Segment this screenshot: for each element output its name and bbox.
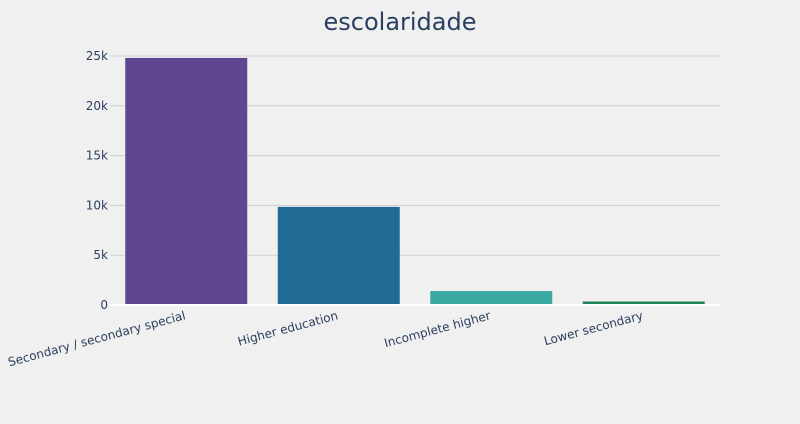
- bar[interactable]: [125, 57, 248, 306]
- y-tick-label: 25k: [86, 49, 108, 63]
- y-tick-label: 20k: [86, 99, 108, 113]
- bars: [125, 57, 705, 306]
- y-tick-label: 15k: [86, 149, 108, 163]
- x-tick-label: Lower secondary: [542, 308, 644, 348]
- bar[interactable]: [277, 206, 400, 305]
- x-tick-label: Secondary / secondary special: [7, 308, 187, 369]
- x-axis-ticks: Secondary / secondary special Higher educ…: [7, 308, 645, 369]
- y-tick-label: 0: [100, 298, 108, 312]
- x-tick-label: Incomplete higher: [383, 308, 492, 350]
- y-axis-ticks: 0 5k 10k 15k 20k 25k: [86, 49, 108, 312]
- y-tick-label: 5k: [93, 248, 108, 262]
- chart-title: escolaridade: [324, 8, 477, 36]
- y-tick-label: 10k: [86, 198, 108, 212]
- bar[interactable]: [582, 301, 705, 305]
- x-tick-label: Higher education: [236, 308, 339, 348]
- bar[interactable]: [430, 291, 553, 305]
